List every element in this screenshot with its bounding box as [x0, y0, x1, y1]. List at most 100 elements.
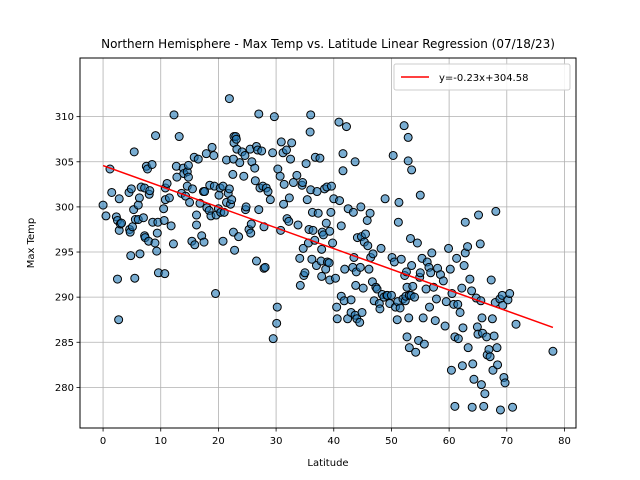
data-point [365, 208, 375, 218]
data-point [126, 251, 136, 261]
data-point [279, 199, 289, 209]
y-tick-label: 305 [55, 157, 74, 168]
data-point [372, 284, 382, 294]
data-point [126, 184, 136, 194]
data-point [250, 176, 260, 186]
data-point [224, 94, 234, 104]
data-point [395, 303, 405, 313]
data-point [284, 216, 294, 226]
data-point [415, 268, 425, 278]
data-point [491, 206, 501, 216]
data-point [358, 283, 368, 293]
data-point [459, 261, 469, 271]
data-point [269, 112, 279, 122]
data-point [460, 217, 470, 227]
y-tick-label: 280 [55, 383, 74, 394]
data-point [129, 147, 139, 157]
data-point [482, 332, 492, 342]
data-point [209, 150, 219, 160]
data-point [404, 313, 414, 323]
data-point [317, 271, 327, 281]
data-point [147, 159, 157, 169]
data-point [403, 132, 413, 142]
data-point [325, 226, 335, 236]
data-point [251, 256, 261, 266]
data-point [160, 269, 170, 279]
data-point [489, 331, 499, 341]
data-point [394, 197, 404, 207]
data-point [159, 215, 169, 225]
data-point [368, 249, 378, 259]
data-point [458, 323, 468, 333]
data-point [340, 264, 350, 274]
data-point [286, 154, 296, 164]
data-point [130, 273, 140, 283]
x-tick-label: 0 [100, 436, 106, 447]
data-point [326, 207, 336, 217]
data-point [393, 217, 403, 227]
data-point [360, 229, 370, 239]
regression-line [102, 164, 554, 329]
data-point [162, 178, 172, 188]
data-point [169, 110, 179, 120]
data-point [246, 228, 256, 238]
data-point [375, 304, 385, 314]
y-tick-label: 310 [55, 112, 74, 123]
data-point [341, 122, 351, 132]
data-point [475, 239, 485, 249]
data-point [227, 195, 237, 205]
data-point [166, 221, 176, 231]
data-point [326, 181, 336, 191]
data-point [199, 237, 209, 247]
data-point [134, 193, 144, 203]
data-point [112, 274, 122, 284]
data-point [376, 243, 386, 253]
data-point [474, 210, 484, 220]
data-point [185, 197, 195, 207]
data-point [241, 202, 251, 212]
data-point [192, 220, 202, 230]
data-point [476, 380, 486, 390]
data-point [231, 134, 241, 144]
data-point [263, 187, 273, 197]
data-point [187, 184, 197, 194]
data-point [240, 150, 250, 160]
data-point [338, 149, 348, 159]
data-point [174, 132, 184, 142]
data-point [295, 280, 305, 290]
data-point [246, 219, 256, 229]
data-point [355, 262, 365, 272]
data-point [207, 142, 217, 152]
data-point [172, 172, 182, 182]
data-point [402, 332, 412, 342]
data-point [268, 334, 278, 344]
data-point [117, 218, 127, 228]
data-point [346, 295, 356, 305]
data-point [505, 289, 515, 299]
data-point [300, 268, 310, 278]
data-point [407, 165, 417, 175]
data-point [399, 121, 409, 131]
data-point [275, 171, 285, 181]
data-point [315, 153, 325, 163]
x-tick-label: 20 [212, 436, 225, 447]
data-point [190, 240, 200, 250]
data-point [272, 318, 282, 328]
data-point [457, 283, 467, 293]
data-point [164, 193, 174, 203]
data-point [254, 205, 264, 215]
data-point [288, 178, 298, 188]
x-tick-label: 60 [443, 436, 456, 447]
data-point [201, 149, 211, 159]
data-point [281, 145, 291, 155]
data-point [405, 233, 415, 243]
x-tick-label: 40 [327, 436, 340, 447]
data-point [306, 110, 316, 120]
data-point [133, 200, 143, 210]
data-point [192, 210, 202, 220]
data-point [313, 208, 323, 218]
data-point [486, 275, 496, 285]
data-point [427, 248, 437, 258]
data-point [485, 352, 495, 362]
